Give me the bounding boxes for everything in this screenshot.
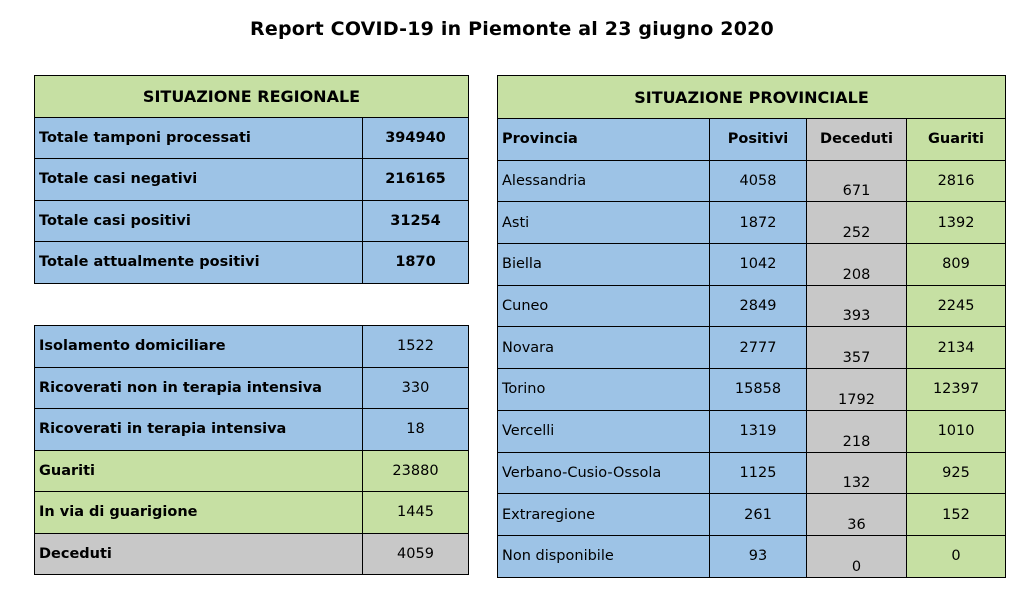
table-row: Totale attualmente positivi 1870 bbox=[34, 241, 469, 284]
province-name: Vercelli bbox=[497, 409, 710, 453]
row-value: 216165 bbox=[362, 158, 469, 201]
row-label: In via di guarigione bbox=[34, 491, 363, 534]
guariti-value: 1010 bbox=[905, 409, 1007, 453]
table-row: Verbano-Cusio-Ossola 1125 132 925 bbox=[497, 451, 1007, 495]
row-value: 4059 bbox=[362, 532, 469, 575]
province-name: Verbano-Cusio-Ossola bbox=[497, 451, 710, 495]
row-label: Totale casi positivi bbox=[34, 199, 363, 242]
deceduti-value: 0 bbox=[806, 534, 907, 578]
deceduti-value: 36 bbox=[806, 493, 907, 536]
positivi-value: 93 bbox=[709, 534, 807, 578]
table-row: Asti 1872 252 1392 bbox=[497, 201, 1007, 245]
row-label: Guariti bbox=[34, 449, 363, 492]
guariti-value: 809 bbox=[905, 243, 1007, 286]
guariti-value: 1392 bbox=[905, 201, 1007, 245]
row-label: Totale casi negativi bbox=[34, 158, 363, 201]
province-name: Non disponibile bbox=[497, 534, 710, 578]
row-label: Isolamento domiciliare bbox=[34, 325, 363, 368]
province-name: Novara bbox=[497, 326, 710, 370]
positivi-value: 4058 bbox=[709, 159, 807, 203]
positivi-value: 2849 bbox=[709, 284, 807, 328]
regional-summary-table: SITUAZIONE REGIONALE Totale tamponi proc… bbox=[34, 75, 469, 284]
guariti-value: 2134 bbox=[905, 326, 1007, 370]
positivi-value: 15858 bbox=[709, 368, 807, 411]
table-row: Ricoverati non in terapia intensiva 330 bbox=[34, 366, 469, 409]
row-value: 18 bbox=[362, 408, 469, 451]
positivi-value: 1872 bbox=[709, 201, 807, 245]
provincial-header: SITUAZIONE PROVINCIALE bbox=[496, 75, 1007, 119]
table-row: Guariti 23880 bbox=[34, 449, 469, 492]
province-name: Alessandria bbox=[497, 159, 710, 203]
table-row: Novara 2777 357 2134 bbox=[497, 326, 1007, 370]
province-name: Asti bbox=[497, 201, 710, 245]
table-row: Cuneo 2849 393 2245 bbox=[497, 284, 1007, 328]
provincial-table: SITUAZIONE PROVINCIALE Provincia Positiv… bbox=[496, 75, 1007, 578]
province-name: Torino bbox=[497, 368, 710, 411]
regional-header: SITUAZIONE REGIONALE bbox=[34, 75, 469, 118]
positivi-value: 1125 bbox=[709, 451, 807, 495]
deceduti-value: 208 bbox=[806, 243, 907, 286]
row-value: 394940 bbox=[362, 116, 469, 159]
table-row: Isolamento domiciliare 1522 bbox=[34, 325, 469, 368]
deceduti-value: 1792 bbox=[806, 368, 907, 411]
table-row: Deceduti 4059 bbox=[34, 532, 469, 575]
table-row: Biella 1042 208 809 bbox=[497, 243, 1007, 286]
row-value: 1522 bbox=[362, 325, 469, 368]
deceduti-value: 671 bbox=[806, 159, 907, 203]
row-label: Deceduti bbox=[34, 532, 363, 575]
row-value: 1445 bbox=[362, 491, 469, 534]
column-header: Deceduti bbox=[806, 118, 907, 161]
deceduti-value: 393 bbox=[806, 284, 907, 328]
deceduti-value: 132 bbox=[806, 451, 907, 495]
province-name: Cuneo bbox=[497, 284, 710, 328]
column-header: Provincia bbox=[497, 118, 710, 161]
positivi-value: 2777 bbox=[709, 326, 807, 370]
table-row: Totale casi negativi 216165 bbox=[34, 158, 469, 201]
province-name: Biella bbox=[497, 243, 710, 286]
row-label: Ricoverati non in terapia intensiva bbox=[34, 366, 363, 409]
table-row: Non disponibile 93 0 0 bbox=[497, 534, 1007, 578]
positivi-value: 261 bbox=[709, 493, 807, 536]
guariti-value: 2816 bbox=[905, 159, 1007, 203]
positivi-value: 1042 bbox=[709, 243, 807, 286]
guariti-value: 2245 bbox=[905, 284, 1007, 328]
guariti-value: 152 bbox=[905, 493, 1007, 536]
row-label: Totale tamponi processati bbox=[34, 116, 363, 159]
row-label: Ricoverati in terapia intensiva bbox=[34, 408, 363, 451]
guariti-value: 925 bbox=[905, 451, 1007, 495]
positivi-value: 1319 bbox=[709, 409, 807, 453]
column-header: Guariti bbox=[905, 118, 1007, 161]
guariti-value: 0 bbox=[905, 534, 1007, 578]
column-header: Positivi bbox=[709, 118, 807, 161]
table-row: Totale casi positivi 31254 bbox=[34, 199, 469, 242]
row-value: 1870 bbox=[362, 241, 469, 284]
table-row: Totale tamponi processati 394940 bbox=[34, 116, 469, 159]
table-row: Ricoverati in terapia intensiva 18 bbox=[34, 408, 469, 451]
page-title: Report COVID-19 in Piemonte al 23 giugno… bbox=[250, 18, 774, 40]
guariti-value: 12397 bbox=[905, 368, 1007, 411]
row-value: 23880 bbox=[362, 449, 469, 492]
province-name: Extraregione bbox=[497, 493, 710, 536]
row-label: Totale attualmente positivi bbox=[34, 241, 363, 284]
deceduti-value: 218 bbox=[806, 409, 907, 453]
table-header-row: Provincia Positivi Deceduti Guariti bbox=[497, 118, 1007, 161]
regional-details-table: Isolamento domiciliare 1522 Ricoverati n… bbox=[34, 325, 469, 575]
deceduti-value: 252 bbox=[806, 201, 907, 245]
table-row: Vercelli 1319 218 1010 bbox=[497, 409, 1007, 453]
table-row: Torino 15858 1792 12397 bbox=[497, 368, 1007, 411]
table-row: Extraregione 261 36 152 bbox=[497, 493, 1007, 536]
row-value: 330 bbox=[362, 366, 469, 409]
row-value: 31254 bbox=[362, 199, 469, 242]
table-row: Alessandria 4058 671 2816 bbox=[497, 159, 1007, 203]
table-row: In via di guarigione 1445 bbox=[34, 491, 469, 534]
deceduti-value: 357 bbox=[806, 326, 907, 370]
